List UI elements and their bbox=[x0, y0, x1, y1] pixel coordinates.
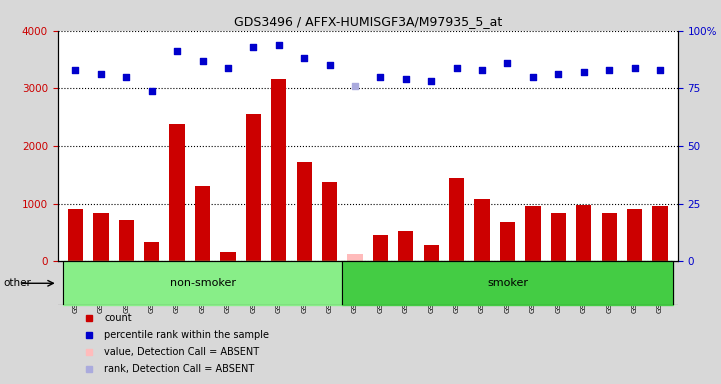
Bar bbox=[93, 213, 108, 261]
Bar bbox=[449, 177, 464, 261]
Bar bbox=[551, 213, 566, 261]
Point bbox=[172, 48, 183, 55]
Point bbox=[629, 65, 640, 71]
Point bbox=[120, 74, 132, 80]
Point bbox=[298, 55, 310, 61]
Bar bbox=[271, 79, 286, 261]
Point bbox=[603, 67, 615, 73]
Bar bbox=[246, 114, 261, 261]
Bar bbox=[322, 182, 337, 261]
Point bbox=[222, 65, 234, 71]
Bar bbox=[424, 245, 439, 261]
Point bbox=[273, 41, 285, 48]
Text: percentile rank within the sample: percentile rank within the sample bbox=[105, 330, 269, 340]
Bar bbox=[348, 253, 363, 261]
Text: other: other bbox=[4, 278, 32, 288]
Point bbox=[95, 71, 107, 78]
Point bbox=[375, 74, 386, 80]
Point bbox=[578, 69, 590, 75]
Bar bbox=[119, 220, 134, 261]
Bar bbox=[526, 207, 541, 261]
Bar bbox=[653, 207, 668, 261]
Bar bbox=[144, 242, 159, 261]
Bar bbox=[373, 235, 388, 261]
Point bbox=[70, 67, 81, 73]
Text: count: count bbox=[105, 313, 132, 323]
Bar bbox=[342, 261, 673, 305]
Point bbox=[425, 78, 437, 84]
Bar bbox=[68, 209, 83, 261]
Bar bbox=[195, 186, 210, 261]
Bar bbox=[169, 124, 185, 261]
Bar bbox=[627, 209, 642, 261]
Point bbox=[146, 88, 157, 94]
Bar bbox=[576, 205, 591, 261]
Point bbox=[324, 62, 335, 68]
Point bbox=[197, 58, 208, 64]
Bar bbox=[63, 261, 342, 305]
Bar bbox=[601, 213, 616, 261]
Point bbox=[400, 76, 412, 82]
Point bbox=[451, 65, 462, 71]
Point bbox=[527, 74, 539, 80]
Point bbox=[502, 60, 513, 66]
Point bbox=[247, 44, 259, 50]
Text: smoker: smoker bbox=[487, 278, 528, 288]
Title: GDS3496 / AFFX-HUMISGF3A/M97935_5_at: GDS3496 / AFFX-HUMISGF3A/M97935_5_at bbox=[234, 15, 502, 28]
Point bbox=[552, 71, 564, 78]
Bar bbox=[296, 162, 311, 261]
Point bbox=[349, 83, 360, 89]
Point bbox=[654, 67, 665, 73]
Point bbox=[477, 67, 488, 73]
Text: non-smoker: non-smoker bbox=[169, 278, 236, 288]
Bar bbox=[221, 252, 236, 261]
Bar bbox=[474, 199, 490, 261]
Bar bbox=[398, 230, 413, 261]
Text: value, Detection Call = ABSENT: value, Detection Call = ABSENT bbox=[105, 347, 260, 357]
Bar bbox=[500, 222, 515, 261]
Text: rank, Detection Call = ABSENT: rank, Detection Call = ABSENT bbox=[105, 364, 255, 374]
